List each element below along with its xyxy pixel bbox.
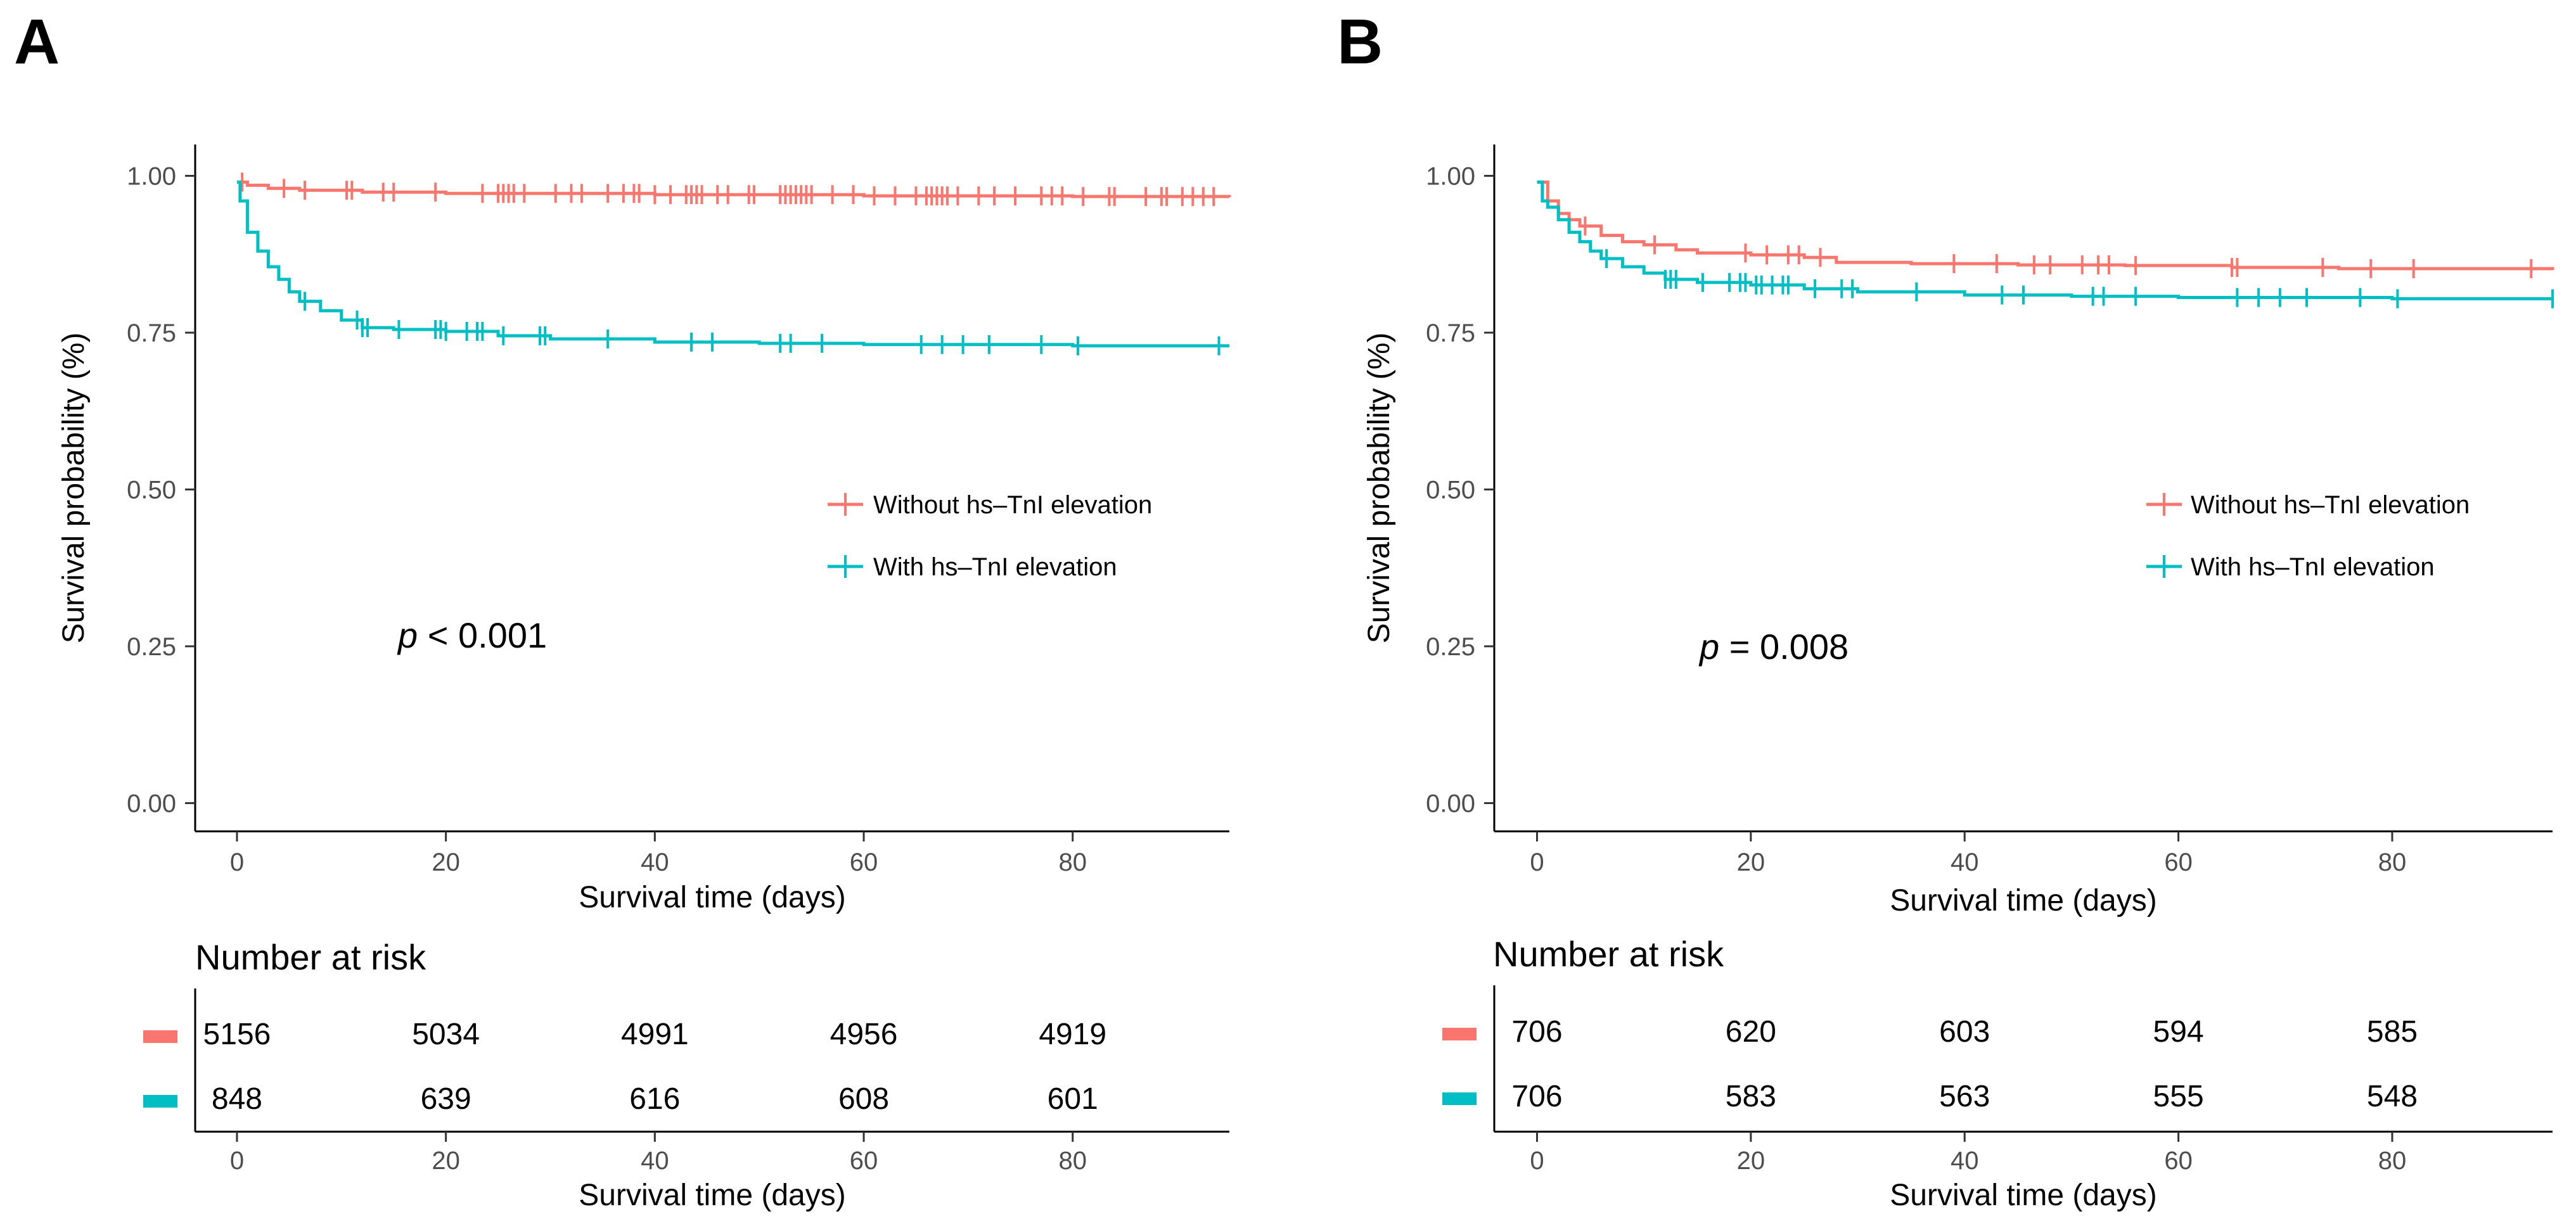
risk-x-tick-label: 0 [1530,1147,1544,1175]
y-tick-label: 0.00 [127,790,176,817]
risk-count: 706 [1511,1015,1562,1049]
km-curve-line [1537,180,2553,301]
x-tick-label: 40 [641,848,669,876]
x-axis-label: Survival time (days) [579,881,845,914]
legend-label: With hs–TnI elevation [873,553,1117,581]
risk-table-title: Number at risk [1493,934,1724,974]
risk-x-axis-label: Survival time (days) [1890,1179,2156,1212]
risk-x-tick-label: 60 [850,1147,878,1175]
risk-count: 639 [421,1082,471,1116]
risk-x-tick-label: 0 [230,1147,244,1175]
km-curve-line [1537,180,2554,271]
risk-table: Number at risk 5156 5034 4991 4956 4919 848 639… [143,937,1229,1212]
legend-label: Without hs–TnI elevation [2191,491,2470,519]
risk-x-tick-label: 40 [1951,1147,1979,1175]
risk-x-axis-label: Survival time (days) [579,1179,845,1212]
risk-x-tick-label: 20 [1737,1147,1765,1175]
risk-x-tick-label: 40 [641,1147,669,1175]
y-tick-label: 0.25 [1426,633,1475,661]
p-value-annotation: p = 0.008 [1698,627,1849,667]
x-tick-label: 0 [1530,848,1544,876]
x-tick-label: 20 [1737,848,1765,876]
risk-count: 594 [2153,1015,2204,1049]
km-curve-line [236,180,1231,198]
risk-x-tick-label: 80 [2378,1147,2407,1175]
risk-count: 4919 [1039,1018,1106,1051]
risk-x-tick-label: 20 [432,1147,460,1175]
risk-count: 548 [2367,1080,2418,1113]
km-series-without-elevation [236,172,1231,207]
x-tick-label: 60 [2164,848,2193,876]
risk-count: 4991 [621,1018,689,1051]
y-tick-label: 0.50 [1426,476,1475,504]
risk-count: 555 [2153,1080,2204,1113]
y-axis-label: Survival probability (%) [57,333,91,644]
risk-count: 616 [629,1082,680,1116]
risk-table: Number at risk 706 620 603 594 585 706 583 563 55… [1442,934,2553,1212]
x-tick-label: 40 [1951,848,1979,876]
risk-table-title: Number at risk [195,937,426,977]
x-tick-label: 80 [1058,848,1087,876]
km-series-with-elevation [1537,180,2554,309]
x-tick-label: 20 [432,848,460,876]
km-series-without-elevation [1537,180,2554,279]
risk-count: 4956 [830,1018,898,1051]
p-value-text: < 0.001 [418,615,547,655]
risk-count: 585 [2367,1015,2418,1049]
x-tick-label: 60 [850,848,878,876]
risk-x-tick-label: 60 [2164,1147,2193,1175]
risk-count: 563 [1939,1080,1990,1113]
y-tick-label: 1.00 [127,162,176,190]
x-axis-label: Survival time (days) [1890,884,2156,918]
y-tick-label: 1.00 [1426,162,1475,190]
x-tick-label: 0 [230,848,244,876]
risk-count: 5034 [412,1018,480,1051]
legend-label: Without hs–TnI elevation [873,491,1152,519]
risk-count: 706 [1511,1080,1562,1113]
risk-count: 583 [1726,1080,1776,1113]
legend-label: With hs–TnI elevation [2191,553,2435,581]
panel-label: A [14,6,60,77]
x-tick-label: 80 [2378,848,2407,876]
y-tick-label: 0.25 [127,633,176,661]
y-tick-label: 0.00 [1426,790,1475,817]
km-curve-line [236,180,1229,348]
p-value-symbol: p [1698,627,1719,667]
risk-count: 848 [212,1082,262,1116]
risk-count: 603 [1939,1015,1990,1049]
p-value-symbol: p [397,615,418,655]
y-axis-label: Survival probability (%) [1362,333,1396,644]
y-tick-label: 0.75 [1426,319,1475,347]
risk-x-tick-label: 80 [1058,1147,1087,1175]
risk-count: 608 [838,1082,889,1116]
km-series-with-elevation [236,180,1229,355]
km-panel-b: B 0.00 0.25 0.50 0.75 1.00 0 20 40 60 80 Survival t… [1337,6,2554,1212]
y-tick-label: 0.75 [127,319,176,347]
p-value-text: = 0.008 [1719,627,1849,667]
p-value-annotation: p < 0.001 [397,615,547,655]
panel-label: B [1337,6,1383,77]
risk-count: 5156 [203,1018,271,1051]
y-tick-label: 0.50 [127,476,176,504]
risk-count: 601 [1048,1082,1098,1116]
risk-count: 620 [1726,1015,1776,1049]
